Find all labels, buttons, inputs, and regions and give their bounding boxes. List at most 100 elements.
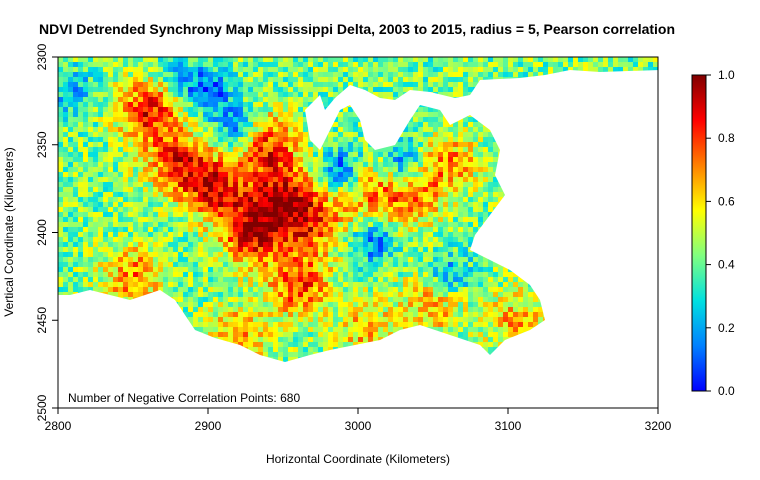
- heatmap-cell: [448, 62, 453, 67]
- heatmap-cell: [458, 167, 463, 172]
- heatmap-cell: [133, 162, 138, 167]
- heatmap-cell: [113, 117, 118, 122]
- heatmap-cell: [333, 132, 338, 137]
- heatmap-cell: [198, 162, 203, 167]
- heatmap-cell: [408, 202, 413, 207]
- heatmap-cell: [128, 247, 133, 252]
- heatmap-cell: [263, 207, 268, 212]
- heatmap-cell: [148, 112, 153, 117]
- heatmap-cell: [443, 207, 448, 212]
- heatmap-cell: [113, 127, 118, 132]
- heatmap-cell: [133, 222, 138, 227]
- heatmap-cell: [258, 252, 263, 257]
- heatmap-cell: [518, 62, 523, 67]
- heatmap-cell: [128, 132, 133, 137]
- heatmap-cell: [218, 217, 223, 222]
- heatmap-cell: [243, 112, 248, 117]
- heatmap-cell: [68, 87, 73, 92]
- heatmap-cell: [113, 247, 118, 252]
- heatmap-cell: [398, 87, 403, 92]
- heatmap-cell: [123, 182, 128, 187]
- heatmap-cell: [148, 217, 153, 222]
- heatmap-cell: [153, 162, 158, 167]
- heatmap-cell: [418, 107, 423, 112]
- heatmap-cell: [128, 167, 133, 172]
- heatmap-cell: [248, 152, 253, 157]
- heatmap-cell: [468, 257, 473, 262]
- heatmap-cell: [223, 142, 228, 147]
- heatmap-cell: [103, 197, 108, 202]
- heatmap-cell: [378, 237, 383, 242]
- heatmap-cell: [178, 122, 183, 127]
- heatmap-cell: [123, 237, 128, 242]
- heatmap-cell: [183, 242, 188, 247]
- heatmap-cell: [103, 217, 108, 222]
- heatmap-cell: [383, 62, 388, 67]
- heatmap-cell: [458, 127, 463, 132]
- heatmap-cell: [448, 202, 453, 207]
- heatmap-cell: [483, 67, 488, 72]
- heatmap-cell: [603, 67, 608, 72]
- heatmap-cell: [138, 182, 143, 187]
- heatmap-cell: [248, 127, 253, 132]
- heatmap-cell: [73, 117, 78, 122]
- heatmap-cell: [228, 237, 233, 242]
- heatmap-cell: [138, 62, 143, 67]
- heatmap-cell: [188, 92, 193, 97]
- heatmap-cell: [443, 82, 448, 87]
- heatmap-cell: [308, 167, 313, 172]
- heatmap-cell: [423, 82, 428, 87]
- heatmap-cell: [328, 82, 333, 87]
- heatmap-cell: [438, 207, 443, 212]
- heatmap-cell: [208, 72, 213, 77]
- heatmap-cell: [383, 82, 388, 87]
- heatmap-cell: [103, 167, 108, 172]
- heatmap-cell: [333, 262, 338, 267]
- heatmap-cell: [278, 177, 283, 182]
- heatmap-cell: [188, 182, 193, 187]
- heatmap-cell: [583, 67, 588, 72]
- heatmap-cell: [113, 157, 118, 162]
- heatmap-cell: [358, 237, 363, 242]
- heatmap-cell: [283, 82, 288, 87]
- heatmap-cell: [273, 217, 278, 222]
- heatmap-cell: [63, 137, 68, 142]
- heatmap-cell: [193, 262, 198, 267]
- heatmap-cell: [303, 232, 308, 237]
- heatmap-cell: [158, 102, 163, 107]
- heatmap-cell: [173, 117, 178, 122]
- heatmap-cell: [483, 197, 488, 202]
- heatmap-cell: [523, 67, 528, 72]
- heatmap-cell: [78, 192, 83, 197]
- heatmap-cell: [328, 182, 333, 187]
- heatmap-cell: [93, 262, 98, 267]
- heatmap-cell: [428, 237, 433, 242]
- heatmap-cell: [458, 142, 463, 147]
- heatmap-cell: [428, 127, 433, 132]
- heatmap-cell: [333, 87, 338, 92]
- heatmap-cell: [88, 182, 93, 187]
- heatmap-cell: [113, 217, 118, 222]
- heatmap-cell: [233, 62, 238, 67]
- heatmap-cell: [478, 167, 483, 172]
- heatmap-cell: [193, 72, 198, 77]
- heatmap-cell: [243, 152, 248, 157]
- heatmap-cell: [163, 62, 168, 67]
- heatmap-cell: [398, 142, 403, 147]
- heatmap-cell: [343, 197, 348, 202]
- heatmap-cell: [323, 102, 328, 107]
- heatmap-cell: [148, 257, 153, 262]
- heatmap-cell: [418, 242, 423, 247]
- heatmap-cell: [413, 122, 418, 127]
- heatmap-cell: [448, 197, 453, 202]
- heatmap-cell: [358, 247, 363, 252]
- heatmap-cell: [413, 82, 418, 87]
- heatmap-cell: [198, 227, 203, 232]
- heatmap-cell: [278, 257, 283, 262]
- heatmap-cell: [208, 57, 213, 62]
- heatmap-cell: [158, 67, 163, 72]
- heatmap-cell: [143, 192, 148, 197]
- heatmap-cell: [183, 167, 188, 172]
- heatmap-cell: [243, 217, 248, 222]
- heatmap-cell: [333, 172, 338, 177]
